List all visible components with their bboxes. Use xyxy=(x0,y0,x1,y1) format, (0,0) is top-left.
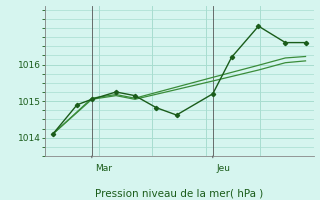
Text: Jeu: Jeu xyxy=(216,164,230,173)
Text: Pression niveau de la mer( hPa ): Pression niveau de la mer( hPa ) xyxy=(95,189,263,199)
Text: Mar: Mar xyxy=(95,164,112,173)
